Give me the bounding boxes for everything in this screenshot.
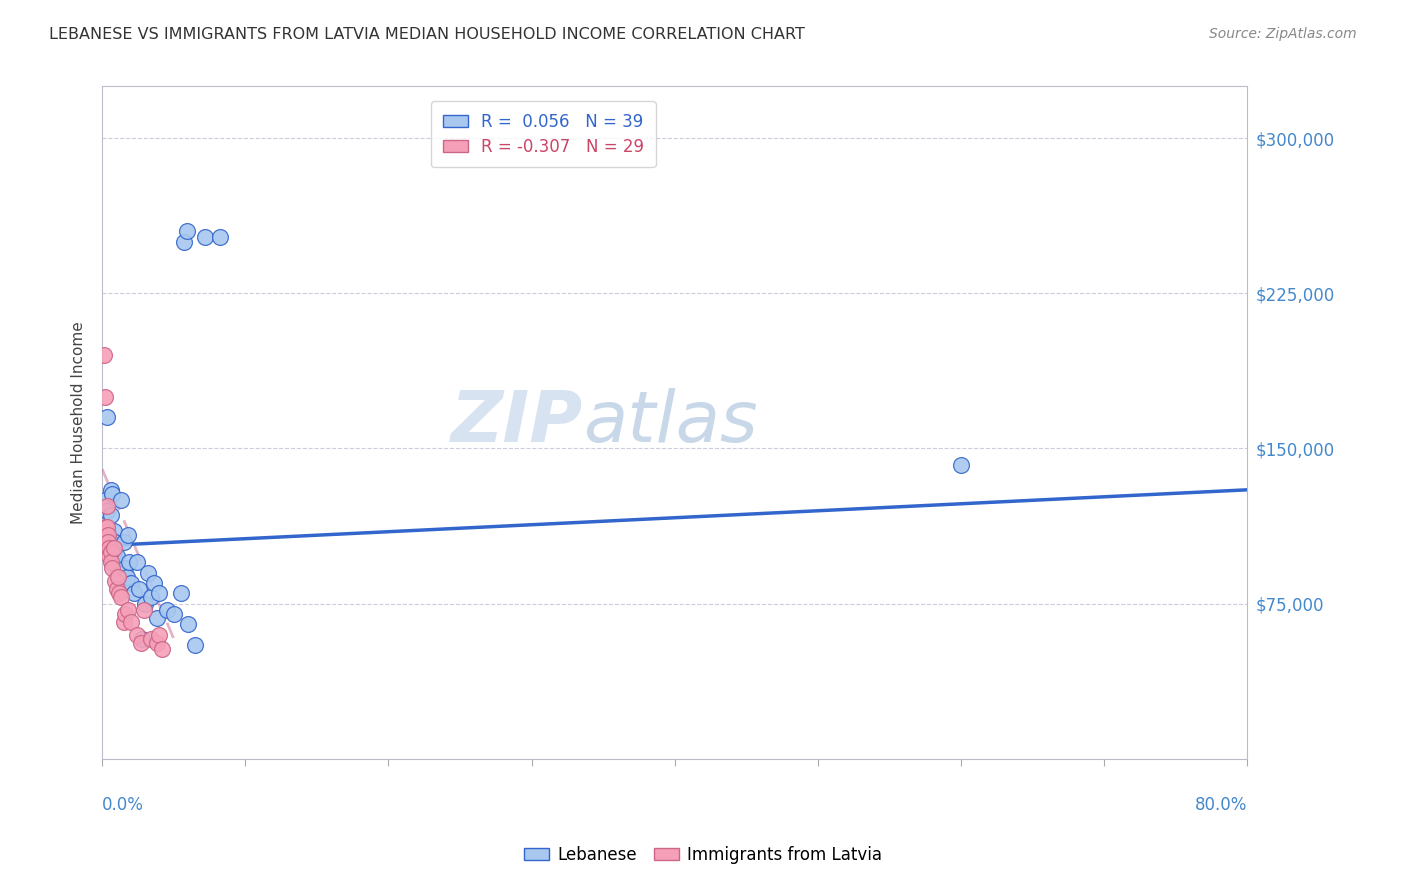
Point bbox=[134, 597, 156, 611]
Text: 0.0%: 0.0% bbox=[103, 796, 143, 814]
Point bbox=[97, 524, 120, 539]
Point bbox=[176, 224, 198, 238]
Text: LEBANESE VS IMMIGRANTS FROM LATVIA MEDIAN HOUSEHOLD INCOME CORRELATION CHART: LEBANESE VS IMMIGRANTS FROM LATVIA MEDIA… bbox=[49, 27, 806, 42]
Point bbox=[112, 615, 135, 630]
Point bbox=[139, 591, 162, 605]
Text: atlas: atlas bbox=[583, 388, 758, 457]
Point bbox=[103, 524, 125, 539]
Point bbox=[94, 493, 117, 508]
Point bbox=[120, 575, 142, 590]
Point bbox=[194, 230, 217, 244]
Point bbox=[118, 555, 141, 569]
Point bbox=[145, 636, 167, 650]
Legend: R =  0.056   N = 39, R = -0.307   N = 29: R = 0.056 N = 39, R = -0.307 N = 29 bbox=[432, 102, 655, 168]
Y-axis label: Median Household Income: Median Household Income bbox=[72, 321, 86, 524]
Point bbox=[103, 541, 125, 555]
Point bbox=[105, 582, 128, 596]
Text: ZIP: ZIP bbox=[451, 388, 583, 457]
Point bbox=[100, 555, 122, 569]
Point bbox=[101, 487, 124, 501]
Text: Source: ZipAtlas.com: Source: ZipAtlas.com bbox=[1209, 27, 1357, 41]
Point bbox=[97, 534, 120, 549]
Point bbox=[107, 566, 129, 580]
Point bbox=[100, 508, 122, 522]
Point bbox=[96, 410, 118, 425]
Point bbox=[114, 561, 136, 575]
Point bbox=[115, 570, 138, 584]
Point bbox=[94, 390, 117, 404]
Point bbox=[139, 632, 162, 646]
Point bbox=[94, 520, 117, 534]
Point bbox=[107, 570, 129, 584]
Point bbox=[96, 503, 118, 517]
Point bbox=[117, 528, 139, 542]
Point bbox=[98, 528, 121, 542]
Point bbox=[117, 603, 139, 617]
Point bbox=[103, 545, 125, 559]
Legend: Lebanese, Immigrants from Latvia: Lebanese, Immigrants from Latvia bbox=[517, 839, 889, 871]
Point bbox=[96, 520, 118, 534]
Point bbox=[114, 607, 136, 621]
Point bbox=[148, 586, 170, 600]
Point bbox=[128, 582, 150, 596]
Point bbox=[173, 235, 195, 249]
Point bbox=[122, 586, 145, 600]
Point bbox=[142, 575, 165, 590]
Point bbox=[177, 617, 200, 632]
Point bbox=[110, 591, 132, 605]
Point bbox=[112, 534, 135, 549]
Point bbox=[97, 528, 120, 542]
Point bbox=[108, 570, 131, 584]
Point bbox=[132, 603, 155, 617]
Point bbox=[104, 574, 127, 588]
Point bbox=[108, 586, 131, 600]
Point bbox=[98, 549, 121, 563]
Point bbox=[949, 458, 972, 472]
Point bbox=[170, 586, 193, 600]
Point bbox=[156, 603, 179, 617]
Point bbox=[104, 534, 127, 549]
Point bbox=[184, 638, 207, 652]
Point bbox=[136, 566, 159, 580]
Point bbox=[120, 615, 142, 630]
Point bbox=[131, 632, 153, 646]
Point bbox=[125, 555, 148, 569]
Point bbox=[129, 636, 152, 650]
Point bbox=[148, 627, 170, 641]
Point bbox=[101, 555, 124, 569]
Point bbox=[98, 541, 121, 555]
Point bbox=[110, 493, 132, 508]
Point bbox=[100, 545, 122, 559]
Point bbox=[150, 642, 173, 657]
Point bbox=[96, 500, 118, 514]
Point bbox=[105, 549, 128, 563]
Point bbox=[93, 348, 115, 362]
Point bbox=[163, 607, 186, 621]
Point bbox=[208, 230, 231, 244]
Point bbox=[100, 483, 122, 497]
Point bbox=[111, 575, 134, 590]
Text: 80.0%: 80.0% bbox=[1195, 796, 1247, 814]
Point bbox=[125, 627, 148, 641]
Point bbox=[145, 611, 167, 625]
Point bbox=[101, 561, 124, 575]
